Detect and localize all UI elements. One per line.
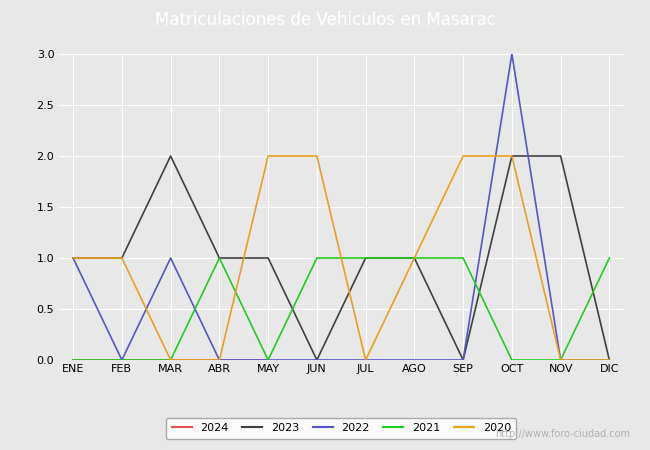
- 2023: [508, 153, 515, 159]
- 2020: [69, 255, 77, 261]
- 2022: [69, 255, 77, 261]
- 2023: [605, 357, 613, 363]
- 2021: [411, 255, 419, 261]
- 2020: [508, 153, 515, 159]
- 2022: [215, 357, 224, 363]
- Text: Matriculaciones de Vehiculos en Masarac: Matriculaciones de Vehiculos en Masarac: [155, 11, 495, 29]
- 2022: [313, 357, 321, 363]
- 2022: [508, 51, 515, 57]
- 2020: [166, 357, 174, 363]
- Line: 2020: 2020: [73, 156, 609, 360]
- 2020: [264, 153, 272, 159]
- 2021: [166, 357, 174, 363]
- 2023: [69, 255, 77, 261]
- 2022: [264, 357, 272, 363]
- Legend: 2024, 2023, 2022, 2021, 2020: 2024, 2023, 2022, 2021, 2020: [166, 418, 517, 439]
- 2021: [605, 255, 613, 261]
- 2021: [556, 357, 564, 363]
- 2023: [411, 255, 419, 261]
- 2021: [118, 357, 126, 363]
- Line: 2022: 2022: [73, 54, 609, 360]
- 2020: [118, 255, 126, 261]
- 2023: [118, 255, 126, 261]
- 2021: [264, 357, 272, 363]
- 2022: [411, 357, 419, 363]
- 2024: [69, 357, 77, 363]
- Line: 2021: 2021: [73, 258, 609, 360]
- 2022: [459, 357, 467, 363]
- 2024: [215, 357, 224, 363]
- 2022: [361, 357, 369, 363]
- 2024: [166, 357, 174, 363]
- 2023: [361, 255, 369, 261]
- 2021: [361, 255, 369, 261]
- 2022: [556, 357, 564, 363]
- 2020: [215, 357, 224, 363]
- 2021: [215, 255, 224, 261]
- 2023: [556, 153, 564, 159]
- 2024: [118, 357, 126, 363]
- 2023: [166, 153, 174, 159]
- 2022: [166, 255, 174, 261]
- 2022: [118, 357, 126, 363]
- 2023: [264, 255, 272, 261]
- 2021: [508, 357, 515, 363]
- 2020: [313, 153, 321, 159]
- 2023: [313, 357, 321, 363]
- 2021: [313, 255, 321, 261]
- Line: 2023: 2023: [73, 156, 609, 360]
- Text: http://www.foro-ciudad.com: http://www.foro-ciudad.com: [495, 429, 630, 439]
- 2020: [411, 255, 419, 261]
- 2020: [361, 357, 369, 363]
- 2021: [69, 357, 77, 363]
- 2023: [215, 255, 224, 261]
- 2024: [264, 357, 272, 363]
- 2021: [459, 255, 467, 261]
- 2020: [605, 357, 613, 363]
- 2023: [459, 357, 467, 363]
- 2022: [605, 357, 613, 363]
- 2020: [556, 357, 564, 363]
- 2020: [459, 153, 467, 159]
